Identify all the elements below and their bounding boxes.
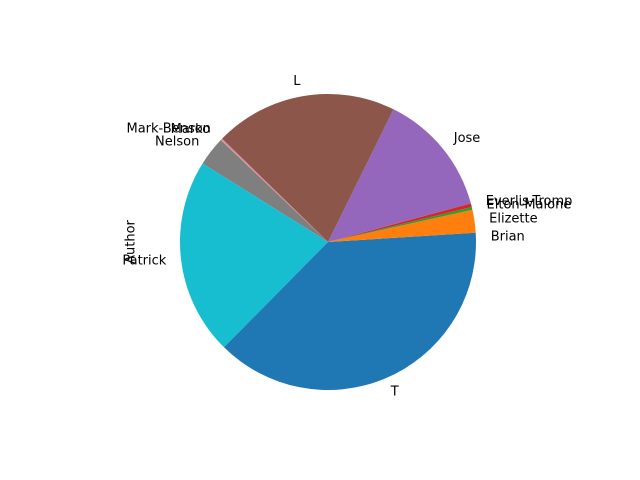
pie-slice-patrick: [179, 163, 328, 348]
pie-slice-jose: [328, 109, 471, 242]
pie-slices: [179, 94, 476, 391]
pie-label-brian: Brian: [491, 229, 525, 244]
pie-slice-l: [222, 94, 394, 242]
pie-slice-t: [224, 242, 476, 391]
pie-slice-elizette: [328, 209, 476, 242]
pie-label-l: L: [293, 74, 301, 89]
y-axis-label: Author: [124, 219, 139, 263]
pie-slice-marko: [220, 139, 328, 242]
pie-label-mark-benson: Mark-Benson: [127, 121, 211, 136]
pie-label-t: T: [390, 385, 399, 400]
pie-label-nelson: Nelson: [155, 135, 199, 150]
pie-slice-nelson: [202, 140, 328, 242]
pie-slice-brian: [328, 232, 476, 242]
pie-label-everlis-tromp: Everlis-Tromp: [486, 194, 573, 209]
pie-label-jose: Jose: [453, 131, 481, 146]
pie-slice-elton-malone: [328, 207, 473, 242]
pie-label-elizette: Elizette: [489, 212, 537, 227]
pie-slice-everlis-tromp: [328, 203, 472, 242]
pie-label-marko: Marko: [171, 122, 211, 137]
pie-label-elton-malone: Elton-Malone: [487, 197, 572, 212]
pie-label-patrick: Patrick: [122, 253, 166, 268]
pie-slice-mark-benson: [221, 138, 328, 242]
